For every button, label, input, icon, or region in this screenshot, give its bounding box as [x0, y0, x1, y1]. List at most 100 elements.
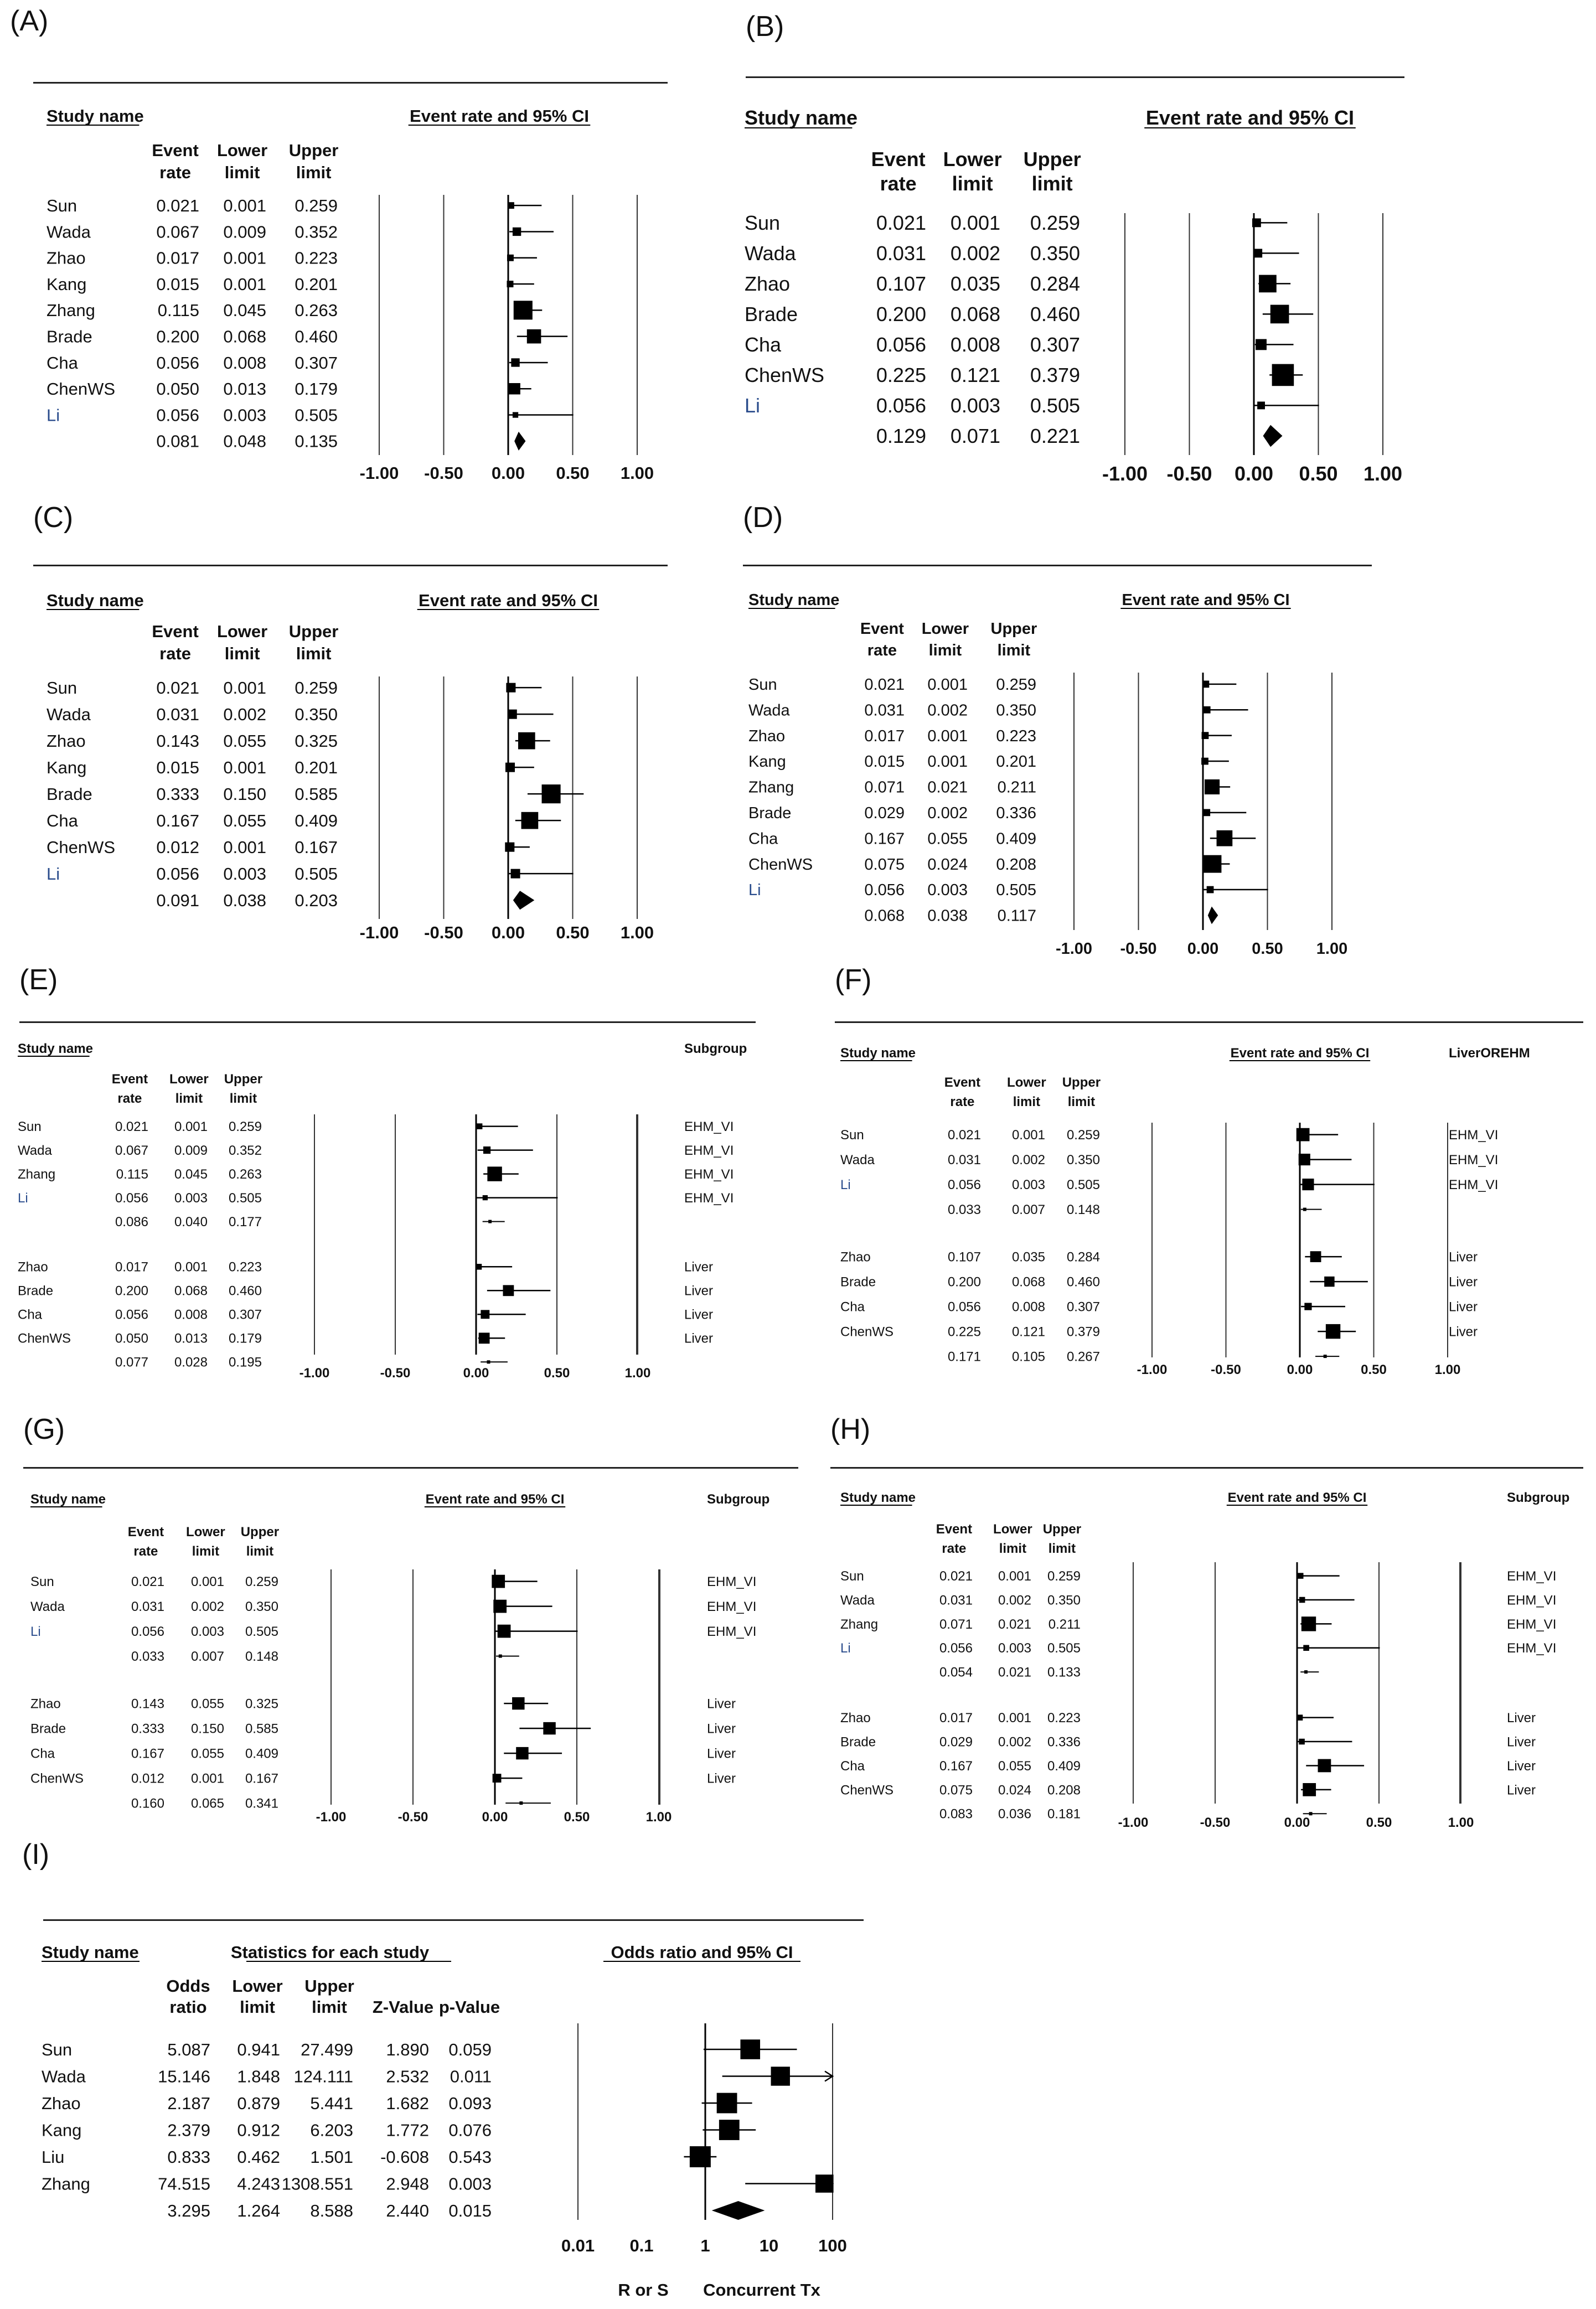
panel-label-h: (H): [830, 1413, 871, 1445]
panel-h-study-8: Cha: [840, 1759, 865, 1774]
panel-b-rate-3: 0.200: [876, 303, 926, 326]
panel-i-cell-5-4: 0.003: [448, 2174, 492, 2194]
panel-b-point-0: [1252, 218, 1261, 228]
panel-a-rule: [33, 82, 668, 84]
panel-i-cell-3-1: 0.912: [237, 2121, 280, 2140]
panel-e-lower-0: 0.001: [174, 1119, 208, 1134]
panel-i-right-label: Concurrent Tx: [703, 2280, 821, 2300]
panel-d-study-6: Cha: [748, 830, 778, 848]
panel-a-lower-3: 0.001: [223, 275, 266, 294]
panel-i-point-0: [740, 2039, 761, 2059]
panel-i-cell-3-2: 6.203: [310, 2121, 353, 2140]
panel-h-upper-7: 0.336: [1047, 1734, 1081, 1749]
panel-g-rate-2: 0.056: [131, 1624, 164, 1639]
panel-f-pooled-point-3: [1303, 1207, 1306, 1211]
panel-c-upper-0: 0.259: [295, 678, 338, 698]
panel-h-upper-4: 0.133: [1047, 1665, 1081, 1680]
panel-c-col-header-0: Event: [152, 622, 198, 641]
panel-e-point-6: [476, 1264, 482, 1270]
panel-a-col-header-2: Upper: [289, 141, 339, 160]
panel-i-study-3: Kang: [42, 2121, 81, 2140]
panel-g-rate-6: 0.333: [131, 1722, 164, 1737]
panel-b-rate-0: 0.021: [876, 211, 926, 234]
panel-d-upper-1: 0.350: [996, 701, 1036, 719]
panel-d-col-header-0: Event: [860, 620, 904, 638]
panel-f-title: Event rate and 95% CI: [1231, 1046, 1370, 1061]
panel-c-lower-7: 0.003: [223, 864, 266, 884]
panel-c-lower-3: 0.001: [223, 758, 266, 777]
panel-a-upper-3: 0.201: [295, 275, 338, 294]
panel-f-study-8: ChenWS: [840, 1325, 893, 1340]
panel-b-lower-3: 0.068: [951, 303, 1000, 326]
panel-c-rate-8: 0.091: [156, 891, 199, 910]
panel-c-point-4: [541, 784, 561, 804]
panel-c-rate-3: 0.015: [156, 758, 199, 777]
panel-a-upper-6: 0.307: [295, 353, 338, 373]
panel-a-rate-5: 0.200: [156, 327, 199, 347]
panel-i-cell-6-3: 2.440: [386, 2201, 429, 2220]
panel-h-point-0: [1297, 1573, 1304, 1579]
panel-g-point-8: [492, 1774, 502, 1783]
panel-g-rate-7: 0.167: [131, 1747, 164, 1762]
panel-g-tick-label-1: -0.50: [398, 1810, 428, 1825]
panel-i-point-1: [771, 2067, 790, 2086]
panel-d-rate-9: 0.068: [864, 907, 905, 925]
panel-a-point-2: [507, 254, 514, 261]
panel-b-lower-7: 0.071: [951, 425, 1000, 447]
panel-i-cell-2-2: 5.441: [310, 2094, 353, 2113]
panel-g-pooled-point-9: [519, 1801, 523, 1805]
panel-h-tick-label-4: 1.00: [1448, 1815, 1474, 1830]
panel-e-subgroup-header: Subgroup: [684, 1041, 747, 1056]
panel-g-subgroup-0: EHM_VI: [707, 1574, 756, 1589]
panel-a-upper-0: 0.259: [295, 196, 338, 215]
panel-a-rate-3: 0.015: [156, 275, 199, 294]
panel-h-tick-label-3: 0.50: [1366, 1815, 1392, 1830]
panel-e-rate-2: 0.115: [116, 1167, 148, 1182]
panel-d-point-2: [1201, 732, 1209, 740]
panel-e-col-subheader-2: limit: [230, 1091, 257, 1106]
panel-f-point-5: [1310, 1251, 1321, 1262]
panel-h-rate-0: 0.021: [939, 1569, 973, 1584]
panel-c-rate-7: 0.056: [156, 864, 199, 884]
panel-b-lower-2: 0.035: [951, 272, 1000, 295]
panel-g-col-header-1: Lower: [186, 1525, 225, 1540]
panel-h-rule: [830, 1467, 1583, 1469]
panel-i-cell-4-1: 0.462: [237, 2147, 280, 2167]
panel-d-upper-7: 0.208: [996, 856, 1036, 874]
panel-c-col-header-2: Upper: [289, 622, 339, 641]
panel-b-upper-1: 0.350: [1030, 242, 1080, 265]
panel-a-point-5: [526, 329, 541, 344]
panel-i-tick-label-0: 0.01: [561, 2236, 595, 2255]
panel-f-col-subheader-0: rate: [950, 1094, 974, 1109]
panel-i-title: Odds ratio and 95% CI: [611, 1943, 793, 1962]
panel-e-lower-9: 0.013: [174, 1331, 208, 1346]
panel-c-rate-4: 0.333: [156, 784, 199, 804]
panel-e-upper-0: 0.259: [229, 1119, 262, 1134]
panel-d-rate-3: 0.015: [864, 753, 905, 771]
panel-g-subgroup-7: Liver: [707, 1747, 736, 1762]
panel-g-study-2: Li: [30, 1624, 41, 1639]
panel-c-point-2: [518, 732, 535, 750]
panel-d-rule: [743, 565, 1372, 566]
panel-c-upper-6: 0.167: [295, 838, 338, 857]
panel-c-point-3: [505, 762, 515, 772]
panel-f-rate-8: 0.225: [948, 1325, 981, 1340]
panel-e-col-header-1: Lower: [169, 1072, 209, 1087]
panel-e-lower-8: 0.008: [174, 1308, 208, 1323]
panel-e-tick-label-0: -1.00: [299, 1366, 330, 1381]
panel-h-rate-7: 0.029: [939, 1734, 973, 1749]
panel-a-upper-2: 0.223: [295, 249, 338, 268]
panel-f-col-subheader-2: limit: [1068, 1094, 1095, 1109]
panel-a-rate-1: 0.067: [156, 222, 199, 241]
panel-d-tick-label-1: -0.50: [1120, 940, 1156, 958]
panel-b-rate-5: 0.225: [876, 364, 926, 386]
panel-g-upper-5: 0.325: [245, 1697, 278, 1712]
panel-e-subgroup-2: EHM_VI: [684, 1167, 734, 1182]
panel-f-upper-8: 0.379: [1067, 1325, 1100, 1340]
panel-b-rate-4: 0.056: [876, 333, 926, 356]
panel-i-col-subheader-3: Z-Value: [373, 1997, 433, 2017]
panel-g-subgroup-2: EHM_VI: [707, 1624, 756, 1639]
panel-h-point-2: [1301, 1616, 1316, 1631]
panel-e-tick-label-1: -0.50: [380, 1366, 411, 1381]
